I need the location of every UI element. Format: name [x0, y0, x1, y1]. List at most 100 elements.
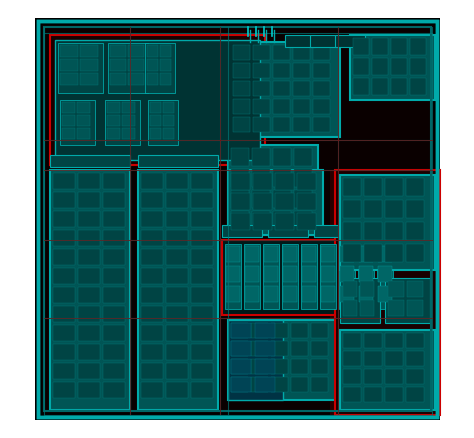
Bar — [245, 266, 259, 282]
Bar — [141, 211, 163, 227]
Bar — [294, 211, 312, 229]
Bar — [141, 363, 163, 379]
Bar — [103, 268, 125, 284]
Bar — [231, 377, 251, 392]
Bar — [244, 244, 260, 309]
Bar — [291, 359, 308, 374]
Bar — [0, 0, 474, 18]
Bar — [343, 351, 361, 366]
Bar — [310, 35, 340, 47]
Bar — [62, 115, 75, 126]
Bar — [78, 268, 100, 284]
Bar — [359, 266, 373, 282]
Bar — [141, 192, 163, 208]
Bar — [138, 170, 218, 410]
Bar — [293, 117, 310, 132]
Bar — [231, 190, 249, 208]
Bar — [53, 211, 75, 227]
Bar — [107, 128, 120, 139]
Bar — [53, 306, 75, 322]
Bar — [103, 363, 125, 379]
Bar — [231, 359, 248, 374]
Bar — [343, 222, 361, 240]
Bar — [378, 266, 392, 282]
Bar — [191, 344, 213, 360]
Bar — [293, 99, 310, 114]
Bar — [271, 323, 288, 338]
Bar — [340, 266, 354, 282]
Bar — [60, 45, 78, 57]
Bar — [255, 359, 275, 374]
Bar — [271, 359, 288, 374]
Bar — [268, 225, 308, 237]
Bar — [53, 382, 75, 398]
Bar — [385, 178, 403, 196]
Bar — [163, 115, 174, 126]
Bar — [264, 286, 278, 302]
Bar — [406, 222, 424, 240]
Bar — [340, 286, 354, 302]
Bar — [320, 244, 336, 309]
Bar — [38, 21, 437, 417]
Bar — [107, 102, 120, 113]
Bar — [128, 45, 144, 57]
Bar — [231, 359, 251, 374]
Bar — [350, 35, 435, 100]
Bar — [291, 323, 308, 338]
Bar — [60, 73, 78, 85]
Bar — [410, 58, 426, 75]
Bar — [311, 377, 328, 392]
Bar — [252, 169, 270, 187]
Bar — [343, 369, 361, 384]
Bar — [313, 117, 330, 132]
Bar — [166, 344, 188, 360]
Bar — [166, 230, 188, 246]
Bar — [53, 268, 75, 284]
Bar — [228, 320, 338, 400]
Bar — [364, 178, 382, 196]
Bar — [103, 382, 125, 398]
Bar — [166, 173, 188, 189]
Bar — [78, 192, 100, 208]
Bar — [313, 45, 330, 60]
Bar — [275, 213, 294, 230]
Bar — [343, 281, 357, 297]
Bar — [275, 193, 294, 210]
Bar — [78, 230, 100, 246]
Bar — [166, 382, 188, 398]
Bar — [406, 178, 424, 196]
Bar — [293, 45, 310, 60]
Bar — [191, 306, 213, 322]
Bar — [321, 266, 335, 282]
Bar — [80, 59, 98, 71]
Bar — [378, 246, 392, 262]
Bar — [330, 170, 440, 415]
Bar — [391, 38, 407, 55]
Bar — [385, 351, 403, 366]
Bar — [340, 175, 435, 270]
Bar — [60, 59, 78, 71]
Bar — [150, 102, 161, 113]
Bar — [231, 341, 248, 356]
Bar — [343, 300, 357, 316]
Bar — [273, 81, 290, 96]
Bar — [147, 73, 158, 85]
Bar — [128, 59, 144, 71]
Bar — [141, 287, 163, 303]
Bar — [166, 249, 188, 265]
Bar — [360, 300, 374, 316]
Bar — [231, 173, 250, 190]
Bar — [285, 35, 315, 47]
Bar — [335, 170, 440, 415]
Bar — [253, 193, 272, 210]
Bar — [50, 35, 265, 165]
Bar — [103, 230, 125, 246]
Bar — [78, 363, 100, 379]
Bar — [160, 59, 171, 71]
Bar — [103, 325, 125, 341]
Bar — [255, 323, 275, 338]
Bar — [58, 43, 103, 93]
Bar — [191, 211, 213, 227]
Bar — [233, 81, 250, 96]
Bar — [233, 117, 250, 132]
